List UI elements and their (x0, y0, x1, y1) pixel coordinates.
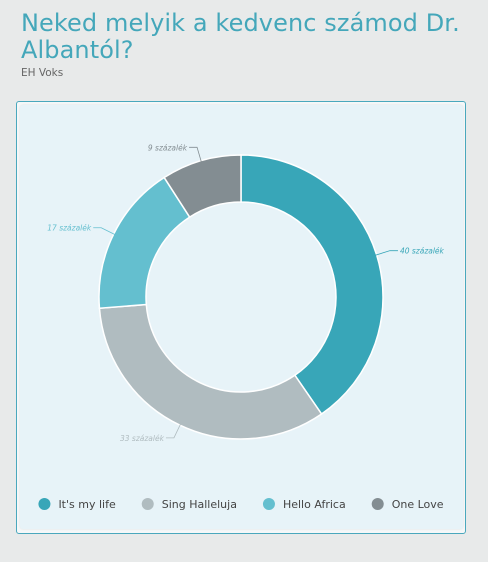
legend-marker-it-s-my-life[interactable] (38, 498, 51, 510)
data-label-sing-halleluja: 33 százalék (120, 434, 165, 443)
page-title: Neked melyik a kedvenc számod Dr. Albant… (21, 9, 460, 64)
data-label-it-s-my-life: 40 százalék (400, 247, 445, 256)
leader-line-one-love (189, 146, 202, 163)
legend-label-sing-halleluja[interactable]: Sing Halleluja (162, 498, 237, 511)
data-label-hello-africa: 17 százalék (47, 224, 92, 233)
legend-marker-one-love[interactable] (371, 498, 384, 510)
leader-line-it-s-my-life (374, 250, 398, 256)
legend-label-it-s-my-life[interactable]: It's my life (58, 498, 116, 511)
legend-label-one-love[interactable]: One Love (392, 498, 444, 511)
legend-label-hello-africa[interactable]: Hello Africa (283, 498, 346, 511)
slice-one-love[interactable] (163, 154, 242, 219)
slice-it-s-my-life[interactable] (240, 154, 384, 416)
slice-sing-halleluja[interactable] (98, 303, 323, 440)
legend-marker-sing-halleluja[interactable] (141, 498, 154, 510)
legend-marker-hello-africa[interactable] (262, 498, 275, 510)
page-subtitle: EH Voks (21, 67, 64, 79)
data-label-one-love: 9 százalék (148, 143, 188, 152)
leader-line-hello-africa (93, 227, 116, 236)
leader-line-sing-halleluja (165, 423, 182, 439)
